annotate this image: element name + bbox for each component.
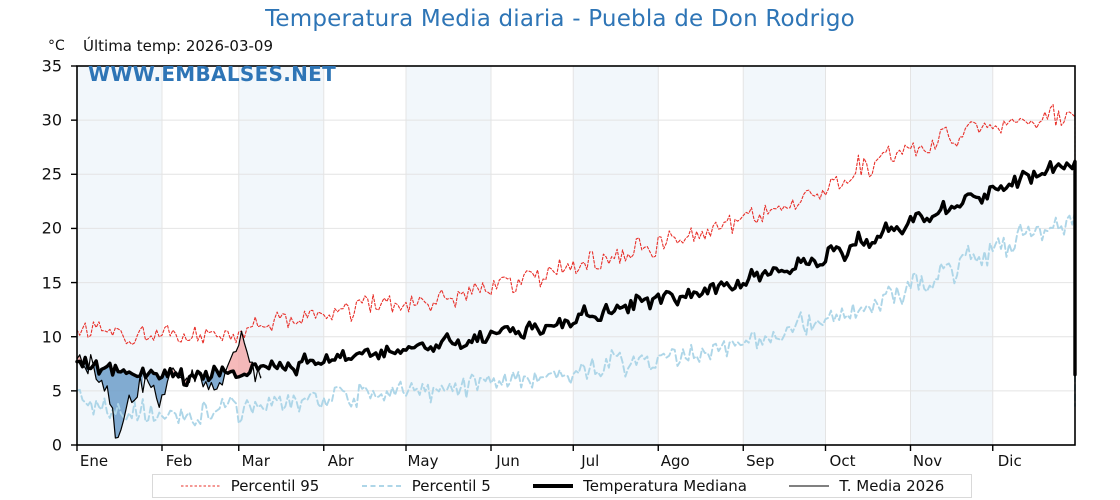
y-axis-tick-label: 10 xyxy=(41,327,62,347)
y-axis-tick-label: 20 xyxy=(41,218,62,238)
y-axis-tick-label: 35 xyxy=(41,56,62,76)
y-axis-tick-label: 0 xyxy=(51,435,62,455)
x-axis-tick-label-feb: Feb xyxy=(165,452,193,470)
month-band-jul xyxy=(573,66,659,445)
month-band-may xyxy=(406,66,492,445)
legend-line-swatch xyxy=(361,480,403,492)
legend-line-swatch xyxy=(180,480,222,492)
site-watermark: WWW.EMBALSES.NET xyxy=(88,62,337,86)
x-axis-tick-label-ago: Ago xyxy=(660,452,690,470)
anomaly-fill-above-median xyxy=(227,331,253,378)
y-axis-tick-label: 5 xyxy=(51,381,62,401)
y-axis-unit-label: °C xyxy=(48,38,65,54)
legend-label: T. Media 2026 xyxy=(839,477,945,495)
y-axis-tick-label: 15 xyxy=(41,273,62,293)
chart-legend: Percentil 95 Percentil 5 Temperatura Media… xyxy=(152,474,972,498)
month-band-nov xyxy=(910,66,993,445)
anomaly-fill-below-median xyxy=(148,368,171,408)
x-axis-tick-label-ene: Ene xyxy=(79,452,109,470)
month-band-mar xyxy=(238,66,324,445)
month-band-sep xyxy=(743,66,826,445)
x-axis-tick-label-oct: Oct xyxy=(829,452,856,470)
x-axis-tick-label-nov: Nov xyxy=(912,452,943,470)
last-temp-subtitle: Última temp: 2026-03-09 xyxy=(83,37,274,55)
series-percentil-95 xyxy=(76,104,1076,346)
series-t-media-2026 xyxy=(76,330,262,439)
legend-item-percentil-95[interactable]: Percentil 95 xyxy=(180,477,320,495)
chart-title: Temperatura Media diaria - Puebla de Don… xyxy=(265,6,855,32)
x-axis-tick-label-abr: Abr xyxy=(327,452,354,470)
legend-label: Percentil 5 xyxy=(411,477,491,495)
y-axis-labels: 0 5 10 15 20 25 30 35 xyxy=(0,0,77,500)
legend-line-swatch xyxy=(788,480,830,492)
series-percentil-5 xyxy=(76,210,1076,427)
legend-label: Temperatura Mediana xyxy=(583,477,747,495)
x-axis-tick-label-jul: Jul xyxy=(581,452,600,470)
y-axis-tick-label: 25 xyxy=(41,164,62,184)
series-temperatura-mediana xyxy=(75,159,1077,388)
plot-frame xyxy=(76,65,1076,446)
legend-line-swatch xyxy=(532,480,574,492)
anomaly-fill-below-median xyxy=(93,360,143,439)
x-axis-tick-label-mar: Mar xyxy=(241,452,270,470)
legend-label: Percentil 95 xyxy=(230,477,320,495)
legend-item-temperatura-mediana[interactable]: Temperatura Mediana xyxy=(532,477,747,495)
x-axis-tick-label-may: May xyxy=(407,452,439,470)
y-axis-tick-label: 30 xyxy=(41,110,62,130)
x-axis-tick-label-jun: Jun xyxy=(496,452,520,470)
x-axis-tick-label-sep: Sep xyxy=(746,452,775,470)
x-axis-tick-label-dic: Dic xyxy=(997,452,1022,470)
legend-item-percentil-5[interactable]: Percentil 5 xyxy=(361,477,491,495)
legend-item-t-media-2026[interactable]: T. Media 2026 xyxy=(788,477,944,495)
